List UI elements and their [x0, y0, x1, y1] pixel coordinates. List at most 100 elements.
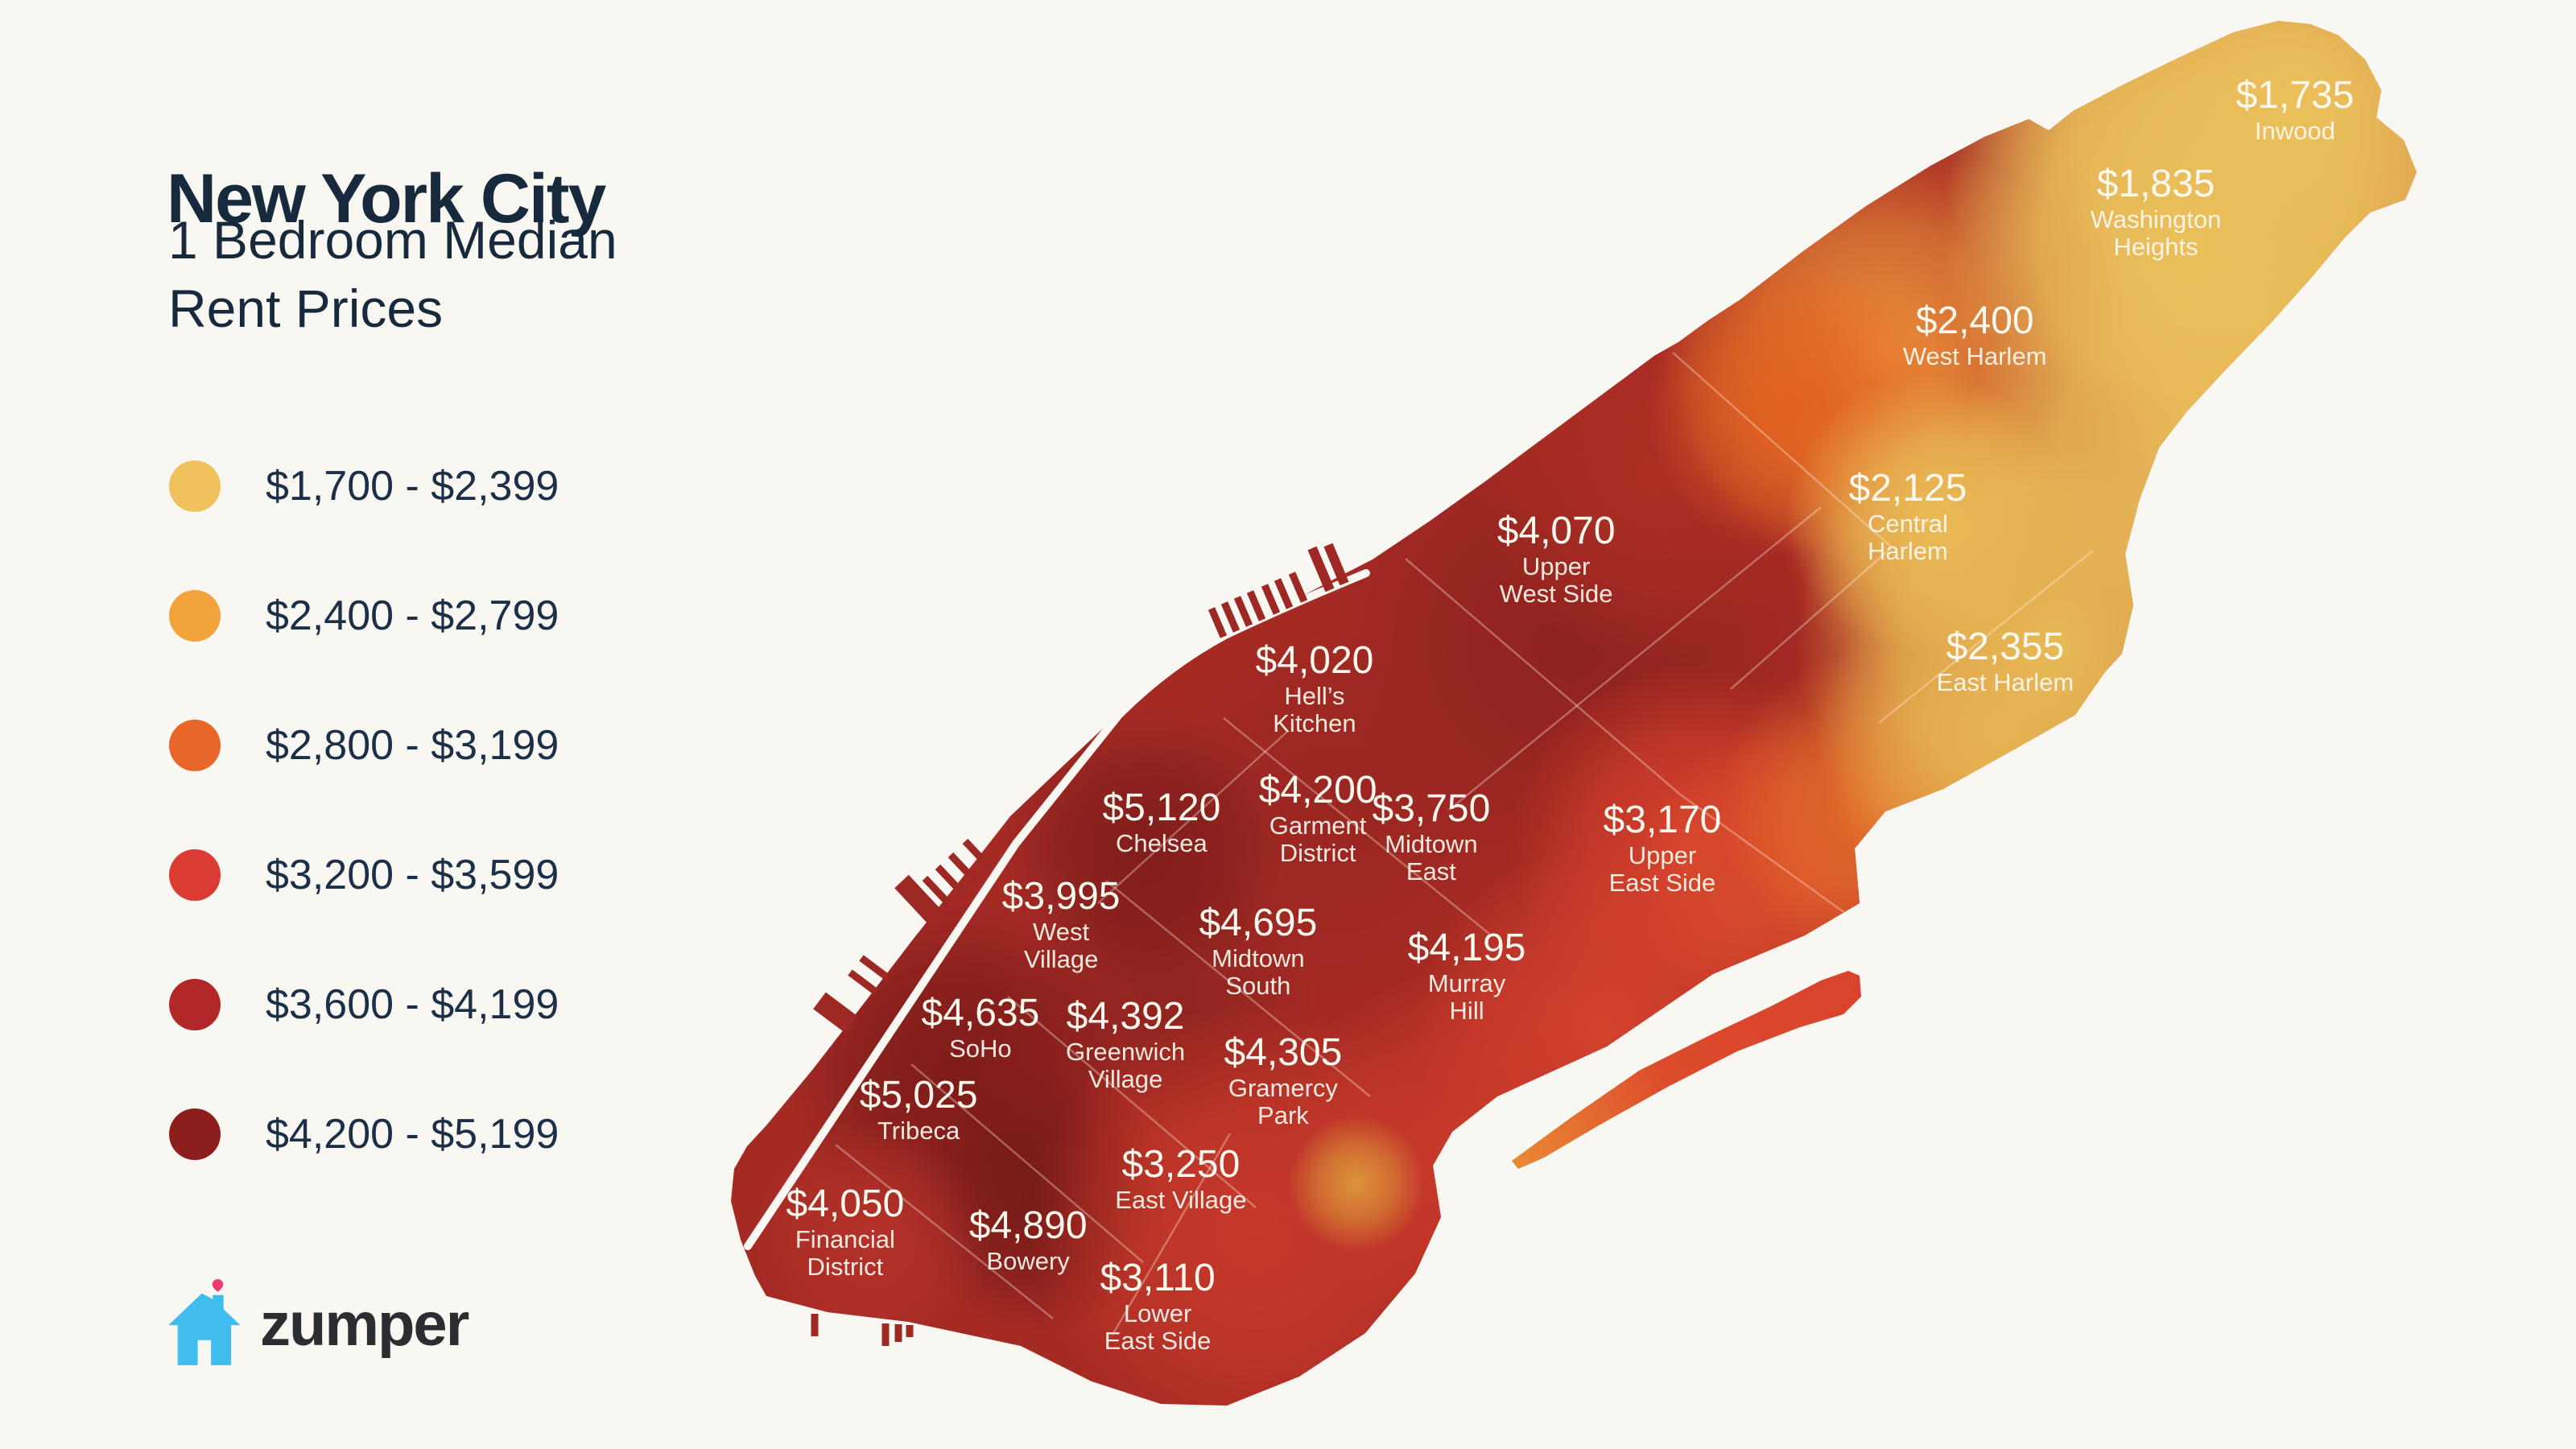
neighborhood-name: Tribeca: [877, 1116, 960, 1145]
legend-range-label: $1,700 - $2,399: [266, 463, 559, 510]
neighborhood-name: West Side: [1499, 580, 1613, 609]
neighborhood-label-hells-kitchen: $4,020 Hell’s Kitchen: [1256, 639, 1374, 737]
price-value: $4,070: [1496, 510, 1616, 553]
legend-color-dot: [169, 460, 221, 512]
neighborhood-name: Harlem: [1867, 536, 1948, 565]
neighborhood-label-soho: $4,635 SoHo: [922, 992, 1040, 1063]
neighborhood-name: Inwood: [2254, 116, 2335, 145]
neighborhood-label-east-harlem: $2,355 East Harlem: [1937, 625, 2074, 696]
neighborhood-name: Lower: [1123, 1298, 1192, 1327]
price-value: $3,170: [1603, 798, 1722, 841]
subtitle-line-2: Rent Prices: [168, 279, 444, 338]
neighborhood-name: East Side: [1104, 1326, 1212, 1355]
neighborhood-label-inwood: $1,735 Inwood: [2235, 74, 2354, 145]
price-legend: $1,700 - $2,399 $2,400 - $2,799 $2,800 -…: [169, 460, 559, 1238]
subtitle-line-1: 1 Bedroom Median: [168, 210, 617, 270]
price-value: $2,355: [1946, 625, 2065, 669]
neighborhood-label-garment-district: $4,200 Garment District: [1259, 769, 1377, 867]
price-value: $4,695: [1199, 901, 1318, 944]
neighborhood-label-gramercy-park: $4,305 Gramercy Park: [1224, 1031, 1343, 1129]
neighborhood-name: Hell’s: [1284, 681, 1345, 710]
neighborhood-name: Chelsea: [1116, 829, 1208, 858]
legend-color-dot: [169, 1108, 221, 1160]
neighborhood-name: Gramercy: [1228, 1074, 1338, 1103]
legend-range-label: $2,400 - $2,799: [266, 592, 559, 639]
neighborhood-name: Village: [1023, 945, 1099, 974]
neighborhood-name: East Side: [1608, 868, 1716, 897]
price-value: $3,250: [1121, 1143, 1241, 1187]
neighborhood-label-west-village: $3,995 West Village: [1002, 875, 1121, 973]
neighborhood-name: District: [807, 1252, 884, 1281]
legend-range-label: $3,200 - $3,599: [266, 852, 559, 898]
price-value: $5,120: [1102, 786, 1221, 830]
legend-row: $3,200 - $3,599: [169, 849, 559, 901]
neighborhood-name: Kitchen: [1273, 708, 1356, 737]
neighborhood-name: East Village: [1115, 1186, 1247, 1215]
neighborhood-name: Greenwich: [1065, 1038, 1186, 1067]
legend-range-label: $2,800 - $3,199: [266, 722, 559, 769]
neighborhood-label-greenwich-village: $4,392 Greenwich Village: [1066, 995, 1185, 1093]
neighborhood-label-tribeca: $5,025 Tribeca: [860, 1074, 978, 1145]
neighborhood-name: East Harlem: [1936, 668, 2074, 697]
neighborhood-name: Upper: [1628, 840, 1697, 869]
neighborhood-name: Park: [1257, 1101, 1309, 1130]
zumper-house-icon: [168, 1279, 241, 1365]
neighborhood-name: Village: [1088, 1065, 1163, 1094]
neighborhood-name: Murray: [1427, 968, 1506, 997]
manhattan-island-shape: [731, 21, 2417, 1406]
neighborhood-name: Midtown: [1212, 943, 1305, 972]
neighborhood-label-west-harlem: $2,400 West Harlem: [1903, 299, 2047, 370]
heart-icon: [212, 1279, 224, 1292]
neighborhood-name: East: [1406, 857, 1456, 886]
neighborhood-name: West: [1033, 918, 1090, 947]
neighborhood-label-midtown-east: $3,750 Midtown East: [1373, 787, 1491, 886]
neighborhood-label-lower-east-side: $3,110 Lower East Side: [1100, 1257, 1215, 1355]
page-subtitle: 1 Bedroom Median Rent Prices: [168, 206, 617, 343]
page-title: New York City: [167, 159, 606, 237]
neighborhood-name: Heights: [2113, 232, 2198, 261]
legend-color-dot: [169, 849, 221, 901]
price-value: $1,735: [2235, 73, 2355, 117]
pier-stubs: [811, 543, 1349, 1346]
price-value: $3,995: [1001, 875, 1121, 919]
price-value: $4,305: [1224, 1031, 1343, 1075]
neighborhood-label-chelsea: $5,120 Chelsea: [1102, 786, 1220, 857]
neighborhood-label-central-harlem: $2,125 Central Harlem: [1849, 467, 1967, 565]
neighborhood-name: Washington: [2090, 204, 2222, 233]
neighborhood-name: District: [1279, 839, 1356, 868]
zumper-logo: zumper: [165, 1278, 469, 1368]
price-value: $5,025: [859, 1073, 978, 1117]
neighborhood-name: Bowery: [986, 1246, 1070, 1275]
price-value: $4,635: [921, 991, 1040, 1034]
price-value: $3,750: [1372, 786, 1491, 830]
zumper-wordmark: zumper: [260, 1290, 469, 1359]
price-value: $4,392: [1066, 995, 1185, 1038]
price-value: $1,835: [2096, 162, 2215, 205]
legend-row: $2,800 - $3,199: [169, 720, 559, 771]
legend-range-label: $4,200 - $5,199: [266, 1111, 559, 1158]
neighborhood-name: Upper: [1521, 552, 1591, 581]
roosevelt-island-shape: [1512, 971, 1861, 1169]
price-value: $4,020: [1255, 638, 1374, 682]
neighborhood-label-bowery: $4,890 Bowery: [969, 1204, 1088, 1275]
price-value: $4,195: [1407, 926, 1526, 969]
price-value: $4,890: [968, 1203, 1088, 1247]
price-value: $4,050: [786, 1182, 905, 1225]
neighborhood-label-upper-east-side: $3,170 Upper East Side: [1604, 799, 1722, 897]
neighborhood-name: South: [1225, 971, 1291, 1000]
legend-row: $1,700 - $2,399: [169, 460, 559, 512]
neighborhood-name: Hill: [1449, 996, 1484, 1025]
legend-color-dot: [169, 720, 221, 771]
price-value: $4,200: [1258, 769, 1377, 812]
neighborhood-name: Garment: [1269, 811, 1367, 840]
legend-color-dot: [169, 590, 221, 642]
neighborhood-label-murray-hill: $4,195 Murray Hill: [1408, 927, 1526, 1025]
house-icon: [168, 1293, 241, 1365]
legend-range-label: $3,600 - $4,199: [266, 981, 559, 1028]
neighborhood-name: Financial: [795, 1224, 895, 1253]
neighborhood-name: Midtown: [1385, 829, 1478, 858]
price-value: $2,400: [1915, 299, 2034, 343]
neighborhood-label-financial-district: $4,050 Financial District: [786, 1183, 905, 1281]
